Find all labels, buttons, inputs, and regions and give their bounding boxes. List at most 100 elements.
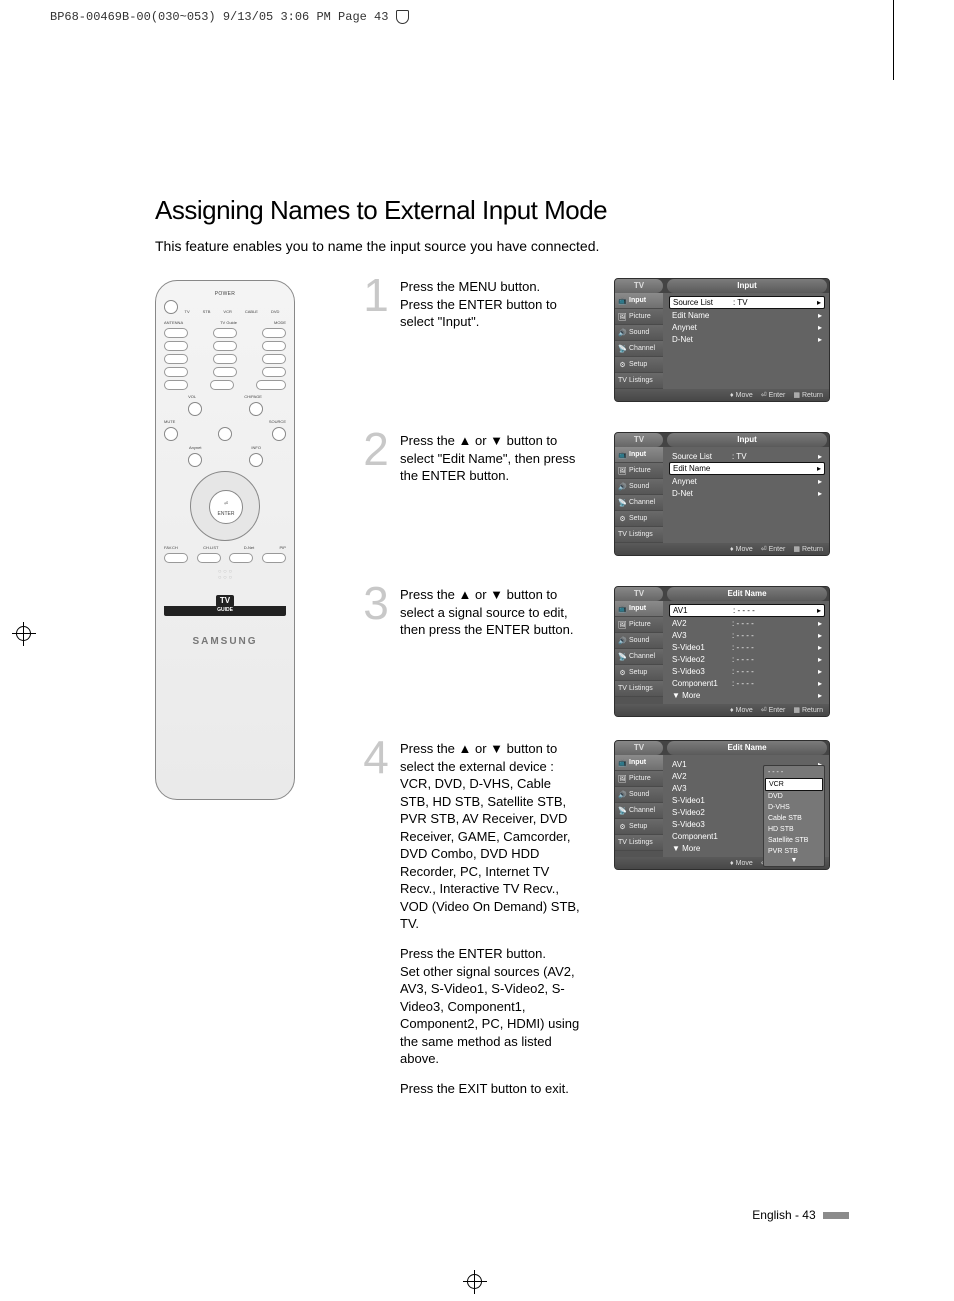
osd-row: S-Video2 : - - - - ▸ (669, 653, 825, 665)
brand-logo: SAMSUNG (164, 636, 286, 647)
osd-side-item: 🖼 Picture (615, 771, 663, 787)
osd-row: S-Video3 : - - - - ▸ (669, 665, 825, 677)
osd-side-item: 📺 Input (615, 293, 663, 309)
osd-side-label: Setup (629, 669, 647, 676)
osd-row: Edit Name ▸ (669, 309, 825, 321)
arrow-right-icon: ▸ (814, 655, 822, 664)
remote-btn (218, 427, 232, 441)
remote-pill (262, 328, 286, 338)
remote-label: SOURCE (269, 419, 286, 424)
osd-row-value: : - - - - (732, 679, 814, 688)
osd-side-item: TV Listings (615, 527, 663, 543)
nav-ring-icon: ⏎ENTER (190, 471, 260, 541)
osd-row-label: Component1 (672, 832, 732, 841)
osd-row: D-Net ▸ (669, 487, 825, 499)
osd-row-value: : - - - - (732, 655, 814, 664)
remote-pill (262, 553, 286, 563)
osd-side-label: Listings (629, 685, 653, 692)
osd-popup: - - - -VCRDVDD-VHSCable STBHD STBSatelli… (763, 765, 825, 867)
osd-side-icon: 📺 (618, 758, 627, 767)
osd-side-label: Channel (629, 653, 655, 660)
osd-side-item: 📺 Input (615, 447, 663, 463)
osd-body: 📺 Input 🖼 Picture 🔊 Sound 📡 Channel ⚙ Se… (615, 447, 829, 543)
osd-side-icon: 🔊 (618, 328, 627, 337)
remote-pill (164, 380, 188, 390)
step-text-paragraph: Press the ▲ or ▼ button to select the ex… (400, 740, 580, 933)
osd-main: Source List : TV ▸ Edit Name ▸ Anynet ▸ … (663, 447, 829, 543)
osd-side-item: 🔊 Sound (615, 787, 663, 803)
remote-pill (256, 380, 286, 390)
step-number: 2 (360, 426, 392, 472)
osd-side-item: 🖼 Picture (615, 309, 663, 325)
osd-tv-label: TV (615, 279, 663, 293)
step-text-paragraph: Press the ENTER button.Set other signal … (400, 945, 580, 1068)
osd-side-item: ⚙ Setup (615, 511, 663, 527)
osd-popup-item: DVD (765, 791, 823, 802)
osd-title: Input (667, 433, 827, 447)
osd-side-label: Channel (629, 499, 655, 506)
osd-footer: ♦Move ⏎Enter ▦Return (615, 389, 829, 401)
remote-label: MODE (274, 320, 286, 325)
osd-body: 📺 Input 🖼 Picture 🔊 Sound 📡 Channel ⚙ Se… (615, 293, 829, 389)
osd-side-label: Sound (629, 791, 649, 798)
arrow-right-icon: ▸ (814, 489, 822, 498)
step-number: 4 (360, 734, 392, 780)
step-osd: TV Input 📺 Input 🖼 Picture 🔊 Sound 📡 Cha… (614, 278, 830, 402)
osd-footer-enter: ⏎Enter (761, 545, 786, 553)
osd-main: AV1 : - - - - ▸ AV2 : - - - - ▸ AV3 : - … (663, 601, 829, 704)
arrow-right-icon: ▸ (814, 679, 822, 688)
step: 3 Press the ▲ or ▼ button to select a si… (360, 586, 830, 716)
osd-sidebar: 📺 Input 🖼 Picture 🔊 Sound 📡 Channel ⚙ Se… (615, 293, 663, 389)
page-intro: This feature enables you to name the inp… (155, 238, 845, 254)
osd-side-icon: ⚙ (618, 668, 627, 677)
osd-side-item: 🔊 Sound (615, 325, 663, 341)
remote-label: TV (185, 309, 190, 314)
osd-body: 📺 Input 🖼 Picture 🔊 Sound 📡 Channel ⚙ Se… (615, 601, 829, 704)
osd-window: TV Edit Name 📺 Input 🖼 Picture 🔊 Sound 📡… (614, 586, 830, 717)
step-number: 1 (360, 272, 392, 318)
osd-row: Edit Name ▸ (669, 462, 825, 475)
osd-row-label: AV3 (672, 784, 732, 793)
step-text: Press the ▲ or ▼ button to select a sign… (400, 586, 580, 639)
osd-row: Anynet ▸ (669, 475, 825, 487)
osd-row-value: : - - - - (732, 631, 814, 640)
osd-side-label: Setup (629, 515, 647, 522)
osd-row: AV3 : - - - - ▸ (669, 629, 825, 641)
remote-pill (164, 553, 188, 563)
remote-label: FAV.CH (164, 545, 178, 550)
osd-side-label: Picture (629, 313, 651, 320)
osd-sidebar: 📺 Input 🖼 Picture 🔊 Sound 📡 Channel ⚙ Se… (615, 755, 663, 857)
steps-container: 1 Press the MENU button.Press the ENTER … (360, 278, 830, 1121)
osd-side-icon: TV (618, 838, 627, 847)
osd-side-icon: 🖼 (618, 466, 627, 475)
osd-footer: ♦Move ⏎Enter ▦Return (615, 543, 829, 555)
remote-label: DVD (271, 309, 279, 314)
remote-btn (249, 402, 263, 416)
arrow-right-icon: ▸ (814, 619, 822, 628)
step-text: Press the MENU button.Press the ENTER bu… (400, 278, 580, 331)
osd-footer-return: ▦Return (793, 706, 823, 714)
osd-row: S-Video1 : - - - - ▸ (669, 641, 825, 653)
remote-pill (164, 354, 188, 364)
remote-label: CABLE (245, 309, 258, 314)
print-crop-mark (396, 10, 409, 24)
remote-pill (262, 367, 286, 377)
osd-side-icon: 📺 (618, 450, 627, 459)
osd-side-label: Setup (629, 823, 647, 830)
step: 4 Press the ▲ or ▼ button to select the … (360, 740, 830, 1097)
osd-side-icon: 📺 (618, 604, 627, 613)
remote-power-label: POWER (164, 291, 286, 297)
osd-row-label: S-Video2 (672, 655, 732, 664)
remote-label: VOL (188, 394, 196, 399)
osd-side-item: 📺 Input (615, 601, 663, 617)
osd-side-item: TV Listings (615, 681, 663, 697)
osd-side-label: Listings (629, 839, 653, 846)
step-text-paragraph: Press the MENU button.Press the ENTER bu… (400, 278, 580, 331)
osd-side-item: 📡 Channel (615, 495, 663, 511)
osd-side-icon: 🖼 (618, 774, 627, 783)
osd-side-item: 🖼 Picture (615, 617, 663, 633)
arrow-right-icon: ▸ (814, 477, 822, 486)
crop-mark-left (12, 622, 36, 646)
power-button-icon (164, 300, 178, 314)
osd-footer-move: ♦Move (730, 706, 753, 714)
